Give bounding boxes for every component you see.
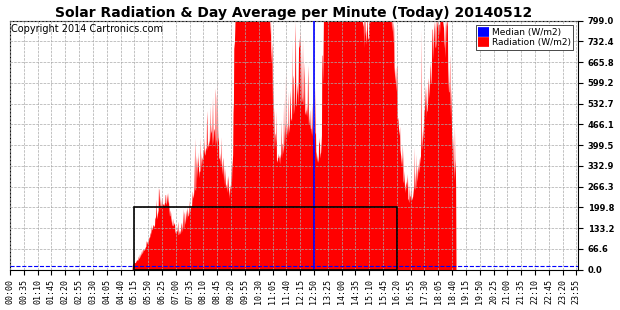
Bar xyxy=(135,207,397,270)
Text: Copyright 2014 Cartronics.com: Copyright 2014 Cartronics.com xyxy=(11,24,162,34)
Title: Solar Radiation & Day Average per Minute (Today) 20140512: Solar Radiation & Day Average per Minute… xyxy=(55,6,533,20)
Legend: Median (W/m2), Radiation (W/m2): Median (W/m2), Radiation (W/m2) xyxy=(476,25,574,50)
